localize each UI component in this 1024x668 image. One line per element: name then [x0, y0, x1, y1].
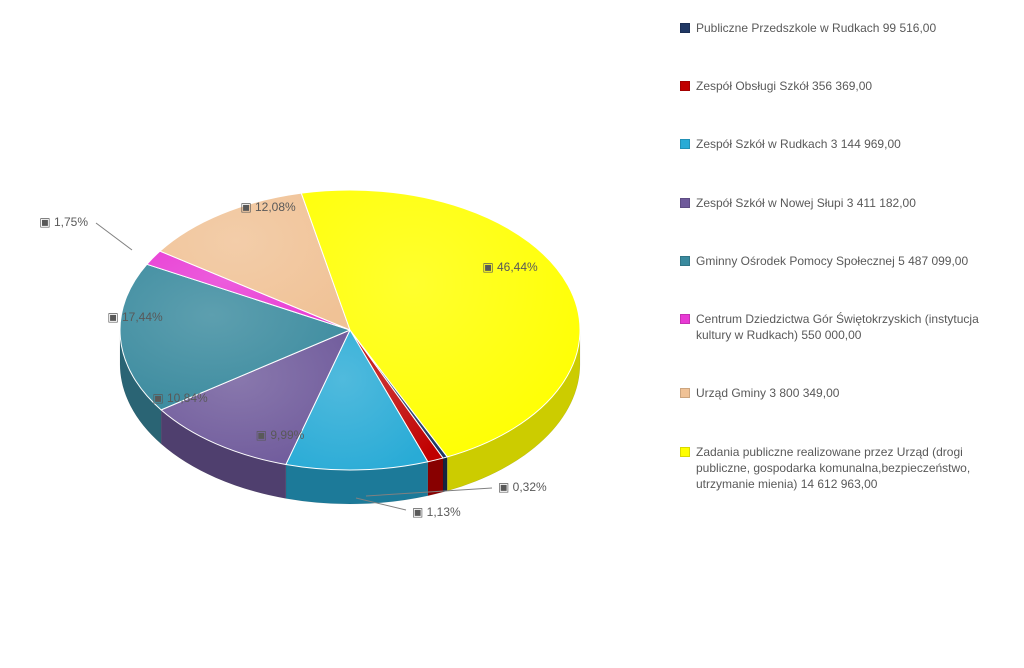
legend-swatch — [680, 447, 690, 457]
slice-percent-label: ▣ 46,44% — [482, 260, 537, 274]
legend-item: Centrum Dziedzictwa Gór Świętokrzyskich … — [680, 311, 1015, 343]
slice-percent-label: ▣ 12,08% — [240, 200, 295, 214]
legend-label: Zespół Obsługi Szkół 356 369,00 — [696, 78, 1015, 94]
legend-item: Zespół Szkół w Rudkach 3 144 969,00 — [680, 136, 1015, 152]
legend-label: Urząd Gminy 3 800 349,00 — [696, 385, 1015, 401]
legend-swatch — [680, 388, 690, 398]
legend-swatch — [680, 198, 690, 208]
legend-item: Zadania publiczne realizowane przez Urzą… — [680, 444, 1015, 493]
legend-item: Zespół Obsługi Szkół 356 369,00 — [680, 78, 1015, 94]
legend-item: Urząd Gminy 3 800 349,00 — [680, 385, 1015, 401]
legend-label: Centrum Dziedzictwa Gór Świętokrzyskich … — [696, 311, 1015, 343]
legend-swatch — [680, 256, 690, 266]
legend-label: Zespół Szkół w Rudkach 3 144 969,00 — [696, 136, 1015, 152]
slice-percent-label: ▣ 1,13% — [412, 505, 461, 519]
slice-percent-label: ▣ 10,84% — [152, 391, 207, 405]
slice-percent-label: ▣ 9,99% — [256, 428, 305, 442]
legend-swatch — [680, 23, 690, 33]
legend-label: Gminny Ośrodek Pomocy Społecznej 5 487 0… — [696, 253, 1015, 269]
slice-percent-label: ▣ 0,32% — [498, 480, 547, 494]
pie-chart: ▣ 0,32% ▣ 1,13% ▣ 9,99% ▣ 10,84% ▣ 17,44% ▣ 1… — [0, 0, 680, 668]
legend-item: Zespół Szkół w Nowej Słupi 3 411 182,00 — [680, 195, 1015, 211]
slice-percent-label: ▣ 1,75% — [39, 215, 88, 229]
legend-item: Gminny Ośrodek Pomocy Społecznej 5 487 0… — [680, 253, 1015, 269]
legend-label: Zadania publiczne realizowane przez Urzą… — [696, 444, 1015, 493]
legend-swatch — [680, 81, 690, 91]
slice-percent-label: ▣ 17,44% — [107, 310, 162, 324]
legend-swatch — [680, 314, 690, 324]
legend-label: Publiczne Przedszkole w Rudkach 99 516,0… — [696, 20, 1015, 36]
legend-label: Zespół Szkół w Nowej Słupi 3 411 182,00 — [696, 195, 1015, 211]
legend-swatch — [680, 139, 690, 149]
chart-legend: Publiczne Przedszkole w Rudkach 99 516,0… — [680, 20, 1015, 640]
legend-item: Publiczne Przedszkole w Rudkach 99 516,0… — [680, 20, 1015, 36]
